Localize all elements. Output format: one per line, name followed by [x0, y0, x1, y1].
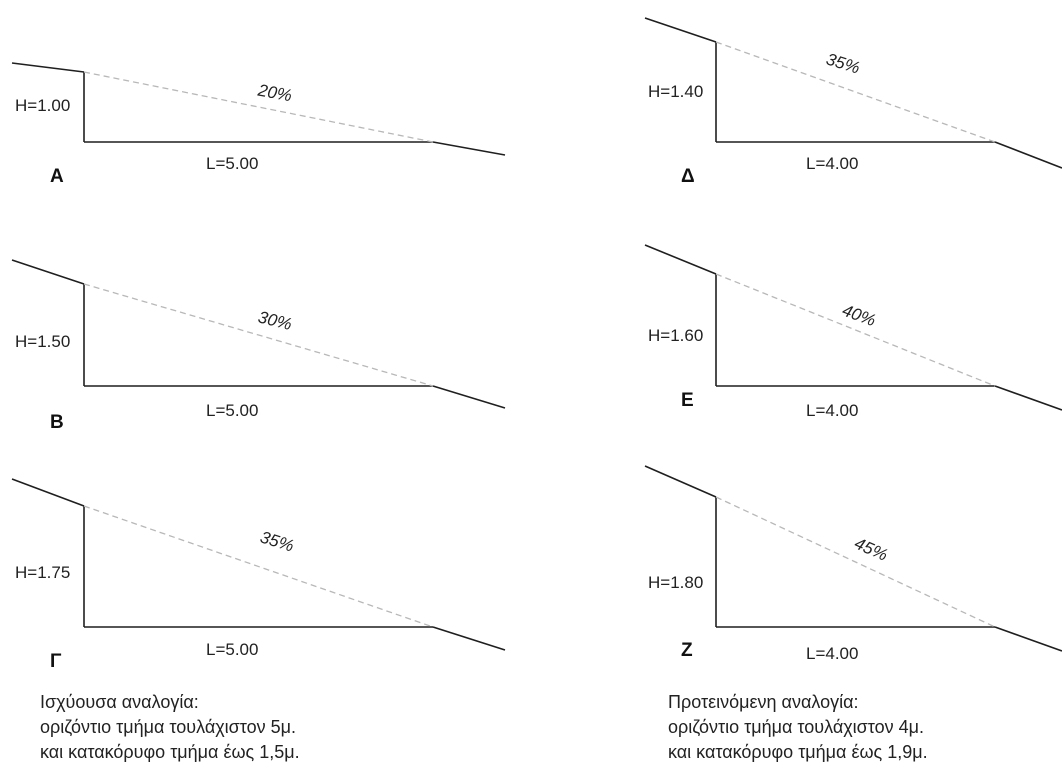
- slope-label: 45%: [852, 534, 891, 565]
- slope-line: [83, 283, 434, 387]
- slope-label: 20%: [256, 80, 294, 105]
- lower-ground-line: [994, 141, 1062, 169]
- current-ratio-horizontal: οριζόντιο τμήμα τουλάχιστον 5μ.: [40, 717, 297, 737]
- length-label: L=5.00: [206, 401, 258, 420]
- current-ratio-title: Ισχύουσα αναλογία:: [40, 692, 199, 712]
- panel-letter: Δ: [681, 166, 695, 187]
- height-label: H=1.40: [648, 82, 703, 101]
- height-label: H=1.75: [15, 563, 70, 582]
- current-ratio-vertical: και κατακόρυφο τμήμα έως 1,5μ.: [40, 742, 300, 762]
- panel-g: H=1.75 35% L=5.00 Γ: [11, 478, 506, 672]
- slope-line: [83, 505, 434, 628]
- panel-letter: Ζ: [681, 640, 693, 661]
- slope-line: [715, 273, 996, 387]
- lower-ground-line: [432, 385, 506, 409]
- panel-letter: Ε: [681, 390, 694, 411]
- slope-label: 35%: [258, 528, 296, 556]
- height-label: H=1.00: [15, 96, 70, 115]
- lower-ground-line: [994, 385, 1062, 411]
- slope-label: 30%: [256, 307, 294, 334]
- length-label: L=4.00: [806, 154, 858, 173]
- slope-line: [715, 496, 996, 628]
- panel-z: H=1.80 45% L=4.00 Ζ: [644, 465, 1062, 663]
- lower-ground-line: [432, 141, 506, 156]
- upper-ground-line: [11, 478, 85, 507]
- panel-letter: Β: [50, 412, 64, 433]
- length-label: L=5.00: [206, 154, 258, 173]
- length-label: L=5.00: [206, 640, 258, 659]
- panel-letter: Γ: [50, 651, 62, 672]
- upper-ground-line: [644, 17, 717, 43]
- upper-ground-line: [644, 465, 717, 498]
- upper-ground-line: [644, 244, 717, 275]
- proposed-ratio-horizontal: οριζόντιο τμήμα τουλάχιστον 4μ.: [668, 717, 925, 737]
- panel-a: H=1.00 20% L=5.00 Α: [11, 62, 506, 187]
- panel-e: H=1.60 40% L=4.00 Ε: [644, 244, 1062, 420]
- height-label: H=1.50: [15, 332, 70, 351]
- length-label: L=4.00: [806, 401, 858, 420]
- height-label: H=1.60: [648, 326, 703, 345]
- lower-ground-line: [994, 626, 1062, 652]
- height-label: H=1.80: [648, 573, 703, 592]
- upper-ground-line: [11, 62, 85, 73]
- panel-d: H=1.40 35% L=4.00 Δ: [644, 17, 1062, 187]
- proposed-ratio-vertical: και κατακόρυφο τμήμα έως 1,9μ.: [668, 742, 928, 762]
- length-label: L=4.00: [806, 644, 858, 663]
- current-ratio-note: Ισχύουσα αναλογία: οριζόντιο τμήμα τουλά…: [40, 690, 300, 765]
- slope-label: 40%: [840, 301, 878, 330]
- upper-ground-line: [11, 259, 85, 285]
- panel-b: H=1.50 30% L=5.00 Β: [11, 259, 506, 433]
- lower-ground-line: [432, 626, 506, 651]
- proposed-ratio-title: Προτεινόμενη αναλογία:: [668, 692, 859, 712]
- panel-letter: Α: [50, 166, 64, 187]
- slope-line: [83, 71, 434, 143]
- slope-label: 35%: [824, 50, 862, 78]
- proposed-ratio-note: Προτεινόμενη αναλογία: οριζόντιο τμήμα τ…: [668, 690, 928, 765]
